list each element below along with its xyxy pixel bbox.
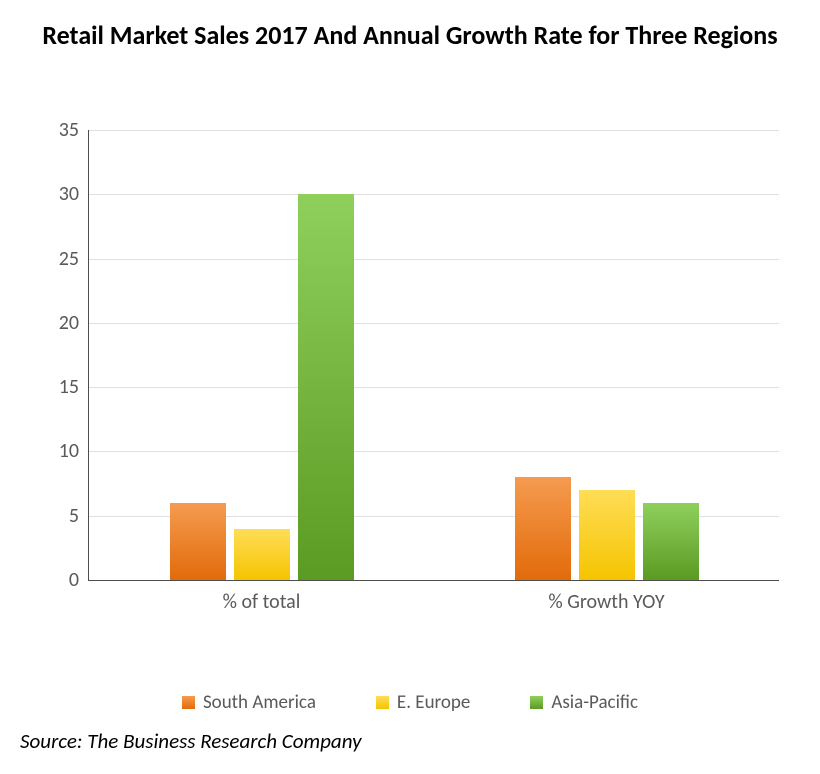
chart-title: Retail Market Sales 2017 And Annual Grow… [0, 20, 820, 51]
gridline [89, 323, 779, 324]
legend-item: South America [182, 691, 316, 714]
legend-swatch [182, 696, 195, 709]
gridline [89, 387, 779, 388]
bar [515, 477, 571, 580]
legend-swatch [376, 696, 389, 709]
bar [643, 503, 699, 580]
legend-label: South America [203, 691, 316, 714]
bar [234, 529, 290, 580]
y-tick-label: 30 [39, 182, 89, 206]
y-tick-label: 20 [39, 311, 89, 335]
gridline [89, 451, 779, 452]
source-caption: Source: The Business Research Company [20, 728, 362, 754]
plot-area: 05101520253035% of total% Growth YOY [88, 130, 779, 581]
legend-item: Asia-Pacific [530, 691, 638, 714]
legend-item: E. Europe [376, 691, 470, 714]
x-tick-label: % of total [89, 580, 434, 614]
chart-container: Retail Market Sales 2017 And Annual Grow… [0, 0, 820, 774]
y-tick-label: 25 [39, 247, 89, 271]
y-tick-label: 15 [39, 375, 89, 399]
bar [579, 490, 635, 580]
y-tick-label: 5 [39, 504, 89, 528]
y-tick-label: 10 [39, 439, 89, 463]
gridline [89, 130, 779, 131]
y-tick-label: 35 [39, 118, 89, 142]
legend: South America E. Europe Asia-Pacific [0, 691, 820, 714]
bar [170, 503, 226, 580]
gridline [89, 194, 779, 195]
y-tick-label: 0 [39, 568, 89, 592]
legend-swatch [530, 696, 543, 709]
legend-label: E. Europe [397, 691, 470, 714]
gridline [89, 259, 779, 260]
legend-label: Asia-Pacific [551, 691, 638, 714]
bar [298, 194, 354, 580]
x-tick-label: % Growth YOY [434, 580, 779, 614]
